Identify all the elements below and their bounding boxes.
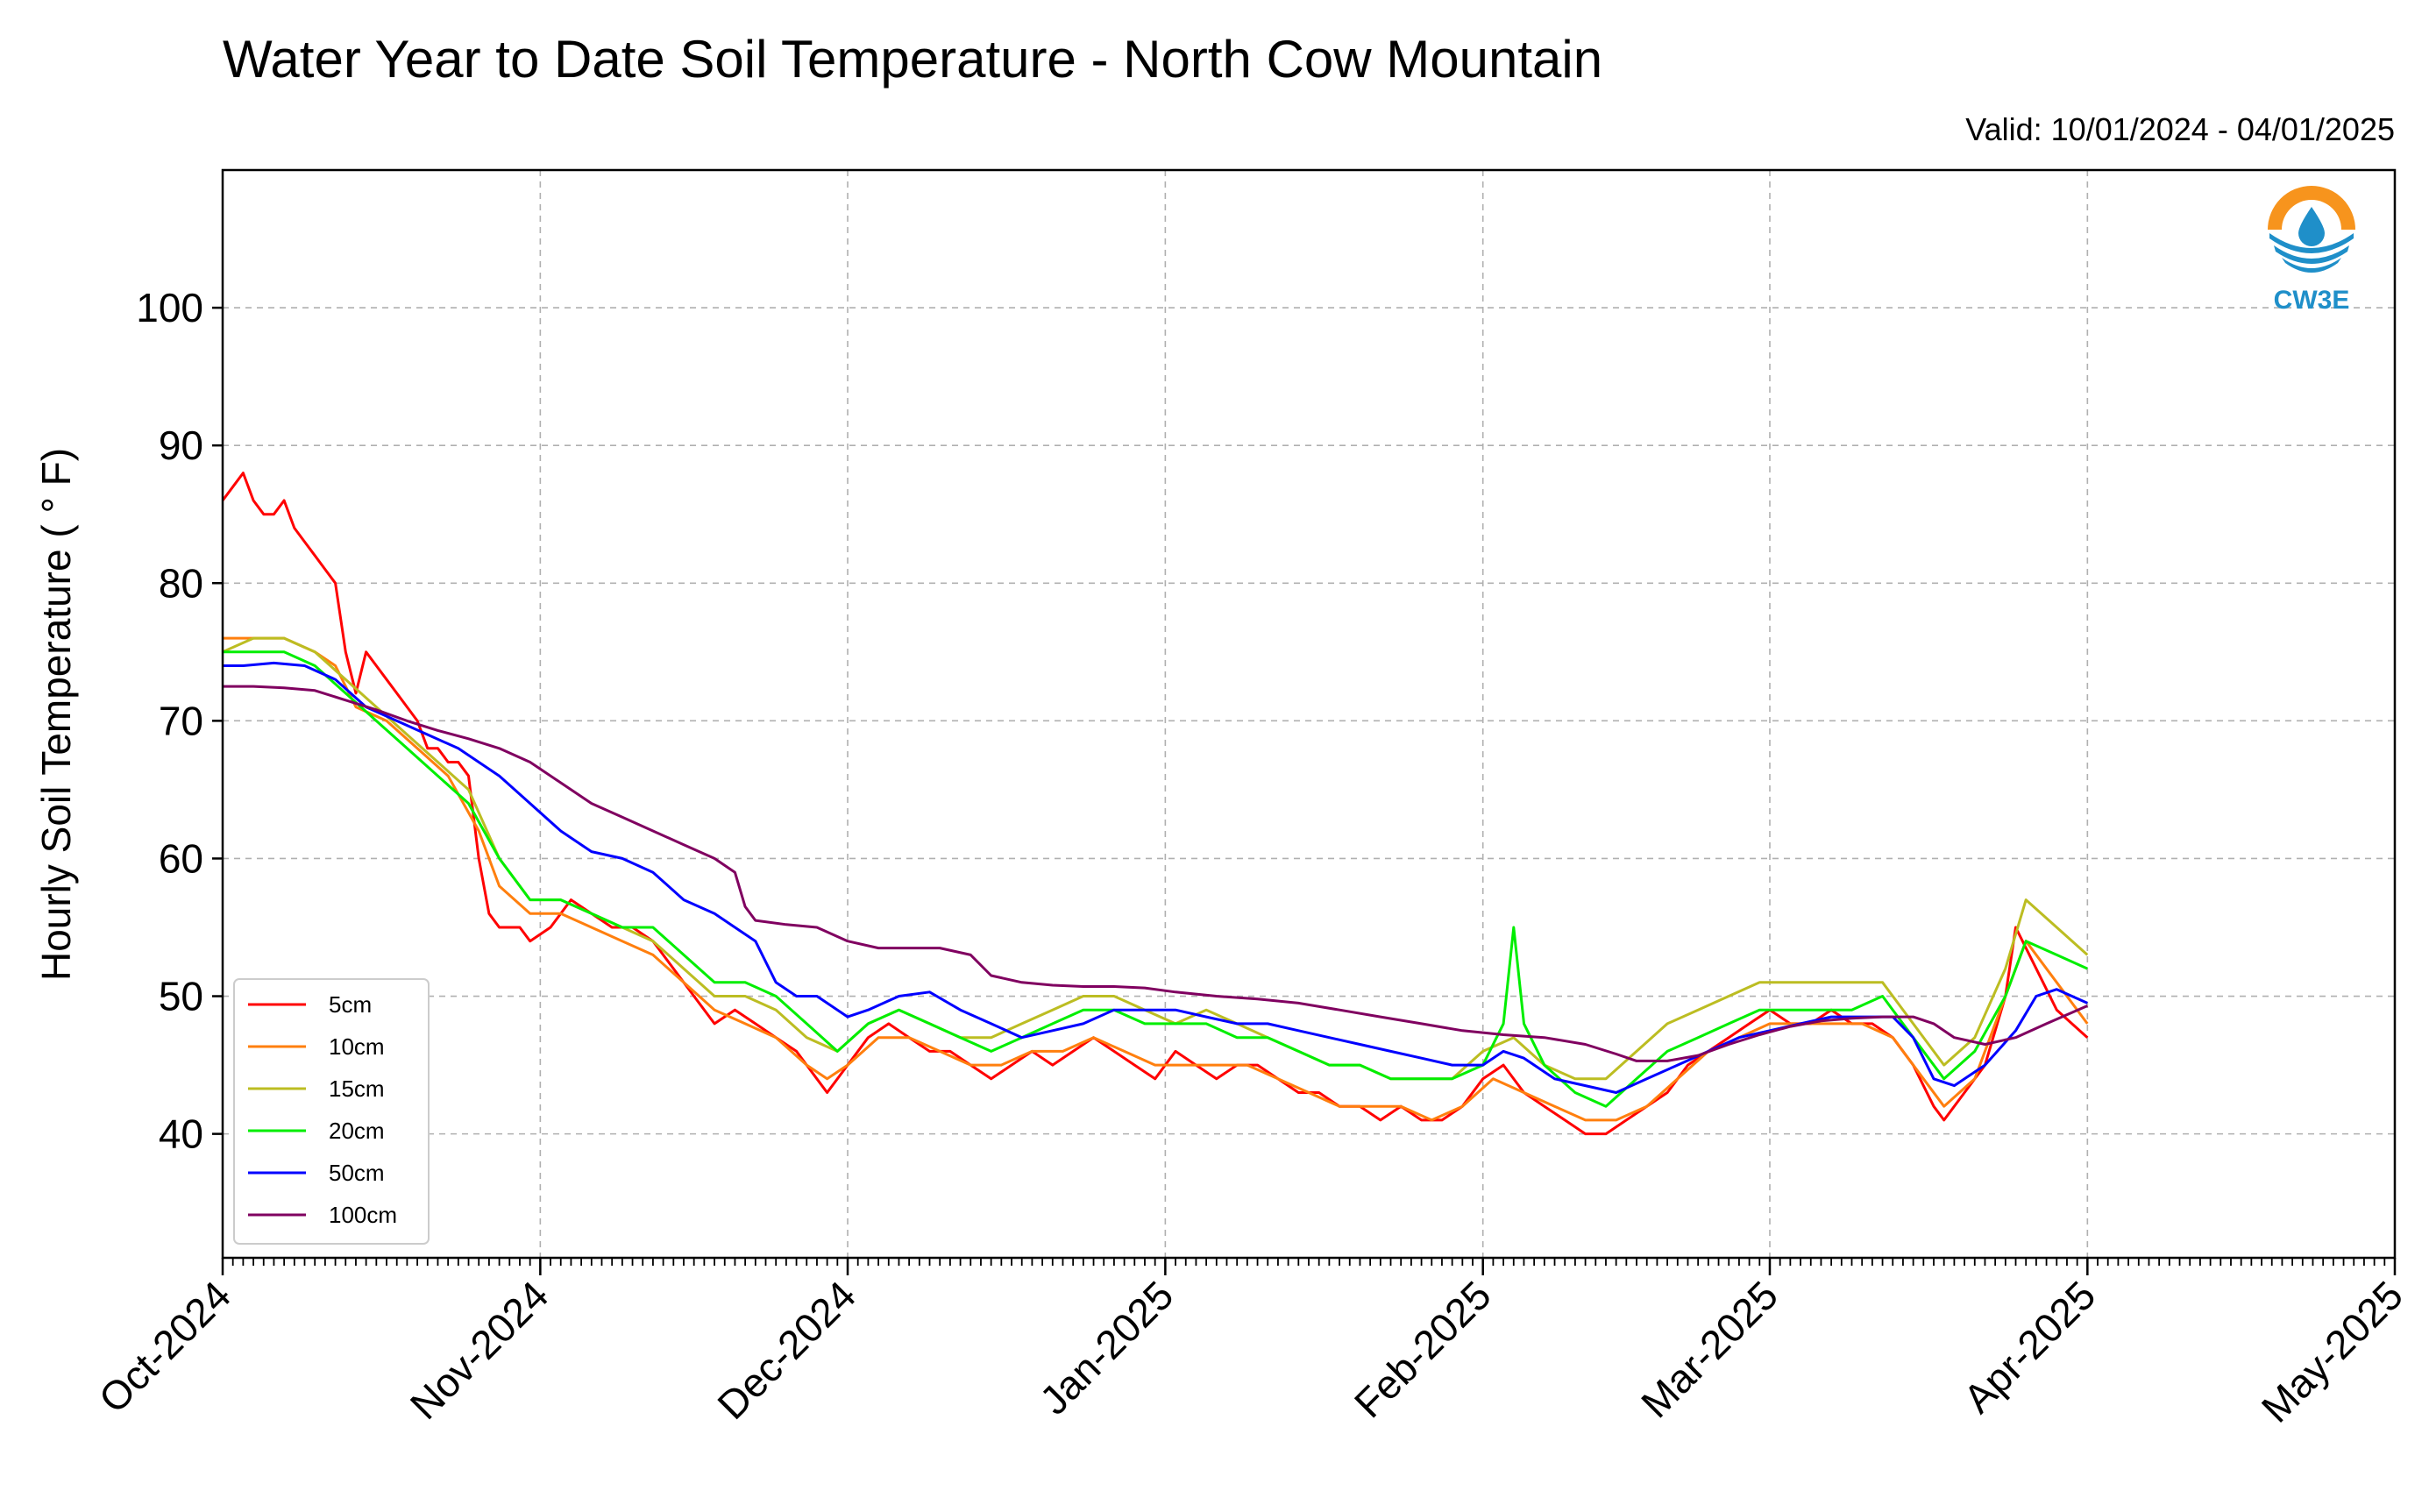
y-tick-label: 40 [159, 1111, 203, 1157]
series-line-20cm [223, 650, 2088, 1108]
grid-lines [222, 170, 2396, 1258]
legend-label: 20cm [329, 1118, 385, 1144]
legend: 5cm 10cm 15cm 20cm 50cm 100cm [233, 978, 430, 1245]
y-tick-label: 60 [159, 835, 203, 881]
legend-label: 50cm [329, 1160, 385, 1186]
legend-label: 15cm [329, 1075, 385, 1102]
logo-wave-icon [2269, 233, 2354, 253]
y-tick-label: 80 [159, 560, 203, 606]
series-line-5cm [221, 472, 2089, 1136]
valid-date-range: Valid: 10/01/2024 - 04/01/2025 [1965, 111, 2395, 147]
y-axis-ticks: 40 50 60 70 80 90 100 [136, 285, 223, 1157]
logo-text: CW3E [2274, 286, 2350, 315]
series-line-100cm [223, 685, 2088, 1062]
y-tick-label: 50 [159, 974, 203, 1019]
y-tick-label: 70 [159, 698, 203, 743]
chart-title: Water Year to Date Soil Temperature - No… [223, 30, 1602, 89]
y-axis-label: Hourly Soil Temperature ( ° F) [33, 448, 79, 981]
series-layer [221, 472, 2089, 1136]
logo-drop-icon [2298, 207, 2325, 246]
cw3e-logo: CW3E [2266, 186, 2357, 315]
legend-label: 5cm [329, 991, 372, 1018]
y-tick-label: 90 [159, 422, 203, 468]
legend-label: 100cm [329, 1202, 397, 1228]
legend-label: 10cm [329, 1033, 385, 1060]
y-tick-label: 100 [136, 285, 203, 330]
series-line-10cm [223, 636, 2089, 1122]
